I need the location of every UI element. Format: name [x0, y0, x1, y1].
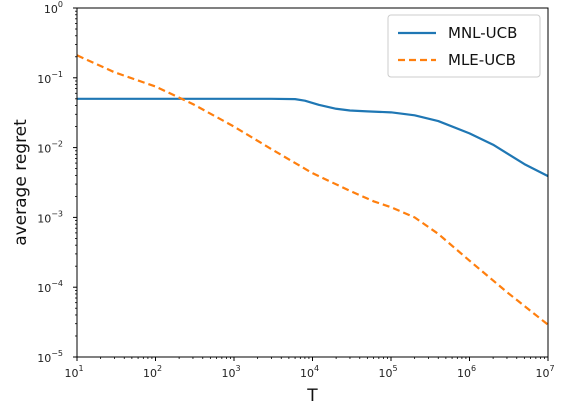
x-tick-label-base: 10	[378, 367, 392, 380]
x-tick-label-exponent: 1	[78, 364, 83, 373]
y-tick-label-exponent: −3	[51, 209, 63, 218]
x-tick-label-base: 10	[300, 367, 314, 380]
x-tick-label: 105	[378, 364, 397, 380]
series-line-mnl-ucb	[77, 97, 549, 178]
y-tick-label-base: 10	[37, 282, 51, 295]
y-tick-label: 10−5	[37, 349, 63, 365]
x-tick-label: 106	[457, 364, 476, 380]
x-axis-label: T	[306, 386, 318, 406]
y-tick-label-exponent: −1	[51, 70, 63, 79]
x-tick-label: 103	[221, 364, 240, 380]
x-tick-label: 107	[535, 364, 554, 380]
y-tick-label-base: 10	[44, 3, 58, 16]
x-tick-label: 101	[64, 364, 83, 380]
y-tick-label-base: 10	[37, 73, 51, 86]
y-tick-label: 10−4	[37, 279, 63, 295]
tick-layer: 101 102 103 104 105 106 10710010−110−210−310−4…	[37, 0, 554, 380]
y-tick-label: 10−1	[37, 70, 63, 86]
y-tick-label-base: 10	[37, 143, 51, 156]
x-tick-label-base: 10	[143, 367, 157, 380]
y-tick-label-exponent: 0	[58, 0, 63, 9]
y-tick-label: 10−3	[37, 209, 63, 225]
legend-label: MNL-UCB	[448, 24, 517, 42]
y-tick-label-base: 10	[37, 352, 51, 365]
x-tick-label: 104	[300, 364, 319, 380]
legend: MNL-UCB MLE-UCB	[387, 14, 541, 78]
x-tick-label-exponent: 4	[314, 364, 319, 373]
series-layer	[76, 54, 549, 326]
x-tick-label-exponent: 2	[157, 364, 162, 373]
y-tick-label: 10−2	[37, 140, 63, 156]
x-tick-label-base: 10	[535, 367, 549, 380]
x-tick-label-exponent: 5	[392, 364, 397, 373]
x-tick-label-base: 10	[221, 367, 235, 380]
y-axis-label: average regret	[11, 119, 31, 246]
x-tick-label-base: 10	[457, 367, 471, 380]
series-line-mle-ucb	[76, 54, 549, 326]
y-tick-label-exponent: −2	[51, 140, 63, 149]
y-tick-label-exponent: −4	[51, 279, 63, 288]
x-tick-label: 102	[143, 364, 162, 380]
x-tick-label-exponent: 7	[549, 364, 554, 373]
y-tick-label-base: 10	[37, 212, 51, 225]
legend-box	[387, 14, 541, 78]
legend-label: MLE-UCB	[448, 51, 516, 69]
x-tick-label-exponent: 3	[235, 364, 240, 373]
x-tick-label-base: 10	[64, 367, 78, 380]
y-tick-label: 100	[44, 0, 63, 16]
x-tick-label-exponent: 6	[471, 364, 476, 373]
y-tick-label-exponent: −5	[51, 349, 63, 358]
